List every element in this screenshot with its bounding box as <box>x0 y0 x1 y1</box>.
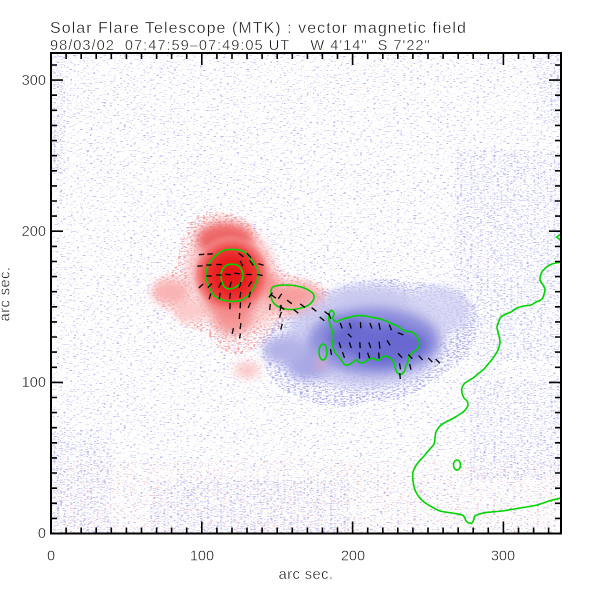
svg-text:200: 200 <box>22 224 46 240</box>
svg-text:100: 100 <box>190 549 214 565</box>
svg-text:arc sec.: arc sec. <box>0 267 14 322</box>
svg-text:300: 300 <box>491 549 515 565</box>
svg-text:Solar Flare Telescope (MTK) :: Solar Flare Telescope (MTK) : vector mag… <box>50 20 467 37</box>
svg-text:0: 0 <box>38 526 46 542</box>
svg-text:300: 300 <box>22 73 46 89</box>
svg-text:100: 100 <box>22 375 46 391</box>
svg-text:0: 0 <box>47 549 55 565</box>
svg-text:98/03/02 07:47:59–07:49:05 UT: 98/03/02 07:47:59–07:49:05 UT W 4'14" S … <box>50 38 431 54</box>
svg-text:arc sec.: arc sec. <box>279 567 334 583</box>
svg-text:200: 200 <box>341 549 365 565</box>
